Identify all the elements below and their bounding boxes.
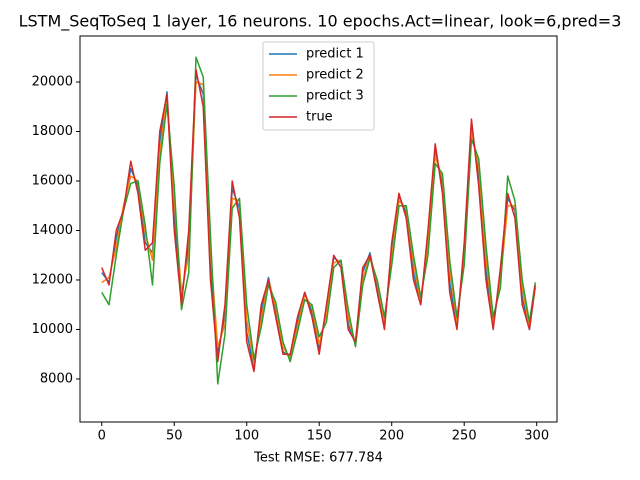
legend-label: true xyxy=(306,110,333,125)
x-tick-label: 250 xyxy=(452,429,477,444)
line-series xyxy=(101,56,536,385)
legend-box xyxy=(262,41,375,131)
y-tick-label: 8000 xyxy=(40,371,73,386)
x-tick-label: 300 xyxy=(524,429,549,444)
y-tick-label: 14000 xyxy=(32,223,73,238)
x-tick-label: 150 xyxy=(307,429,332,444)
chart-title: LSTM_SeqToSeq 1 layer, 16 neurons. 10 ep… xyxy=(19,12,622,32)
legend-label: predict 1 xyxy=(306,47,364,62)
y-tick-label: 12000 xyxy=(32,272,73,287)
y-tick-label: 18000 xyxy=(32,124,73,139)
legend-label: predict 3 xyxy=(306,89,364,104)
x-axis-label: Test RMSE: 677.784 xyxy=(253,451,383,466)
x-tick-label: 100 xyxy=(234,429,259,444)
x-tick-label: 200 xyxy=(379,429,404,444)
y-tick-label: 16000 xyxy=(32,173,73,188)
axes-frame xyxy=(79,35,558,423)
x-tick-label: 50 xyxy=(166,429,183,444)
y-tick-label: 10000 xyxy=(32,322,73,337)
x-tick-label: 0 xyxy=(98,429,106,444)
y-tick-label: 20000 xyxy=(32,75,73,90)
legend-label: predict 2 xyxy=(306,68,364,83)
line-series xyxy=(101,68,536,373)
